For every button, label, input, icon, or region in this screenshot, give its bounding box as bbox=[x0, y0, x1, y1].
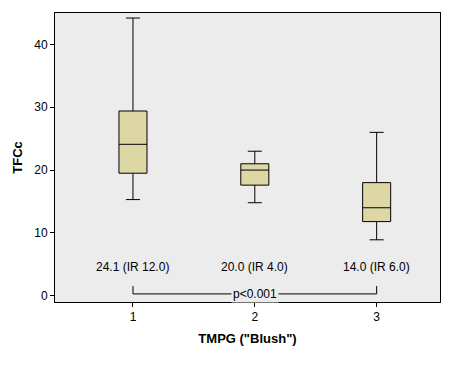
svg-text:2: 2 bbox=[251, 310, 258, 324]
svg-text:TMPG ("Blush"): TMPG ("Blush") bbox=[198, 331, 296, 346]
svg-text:p<0.001: p<0.001 bbox=[233, 287, 277, 301]
svg-text:0: 0 bbox=[41, 289, 48, 303]
svg-text:10: 10 bbox=[34, 226, 48, 240]
svg-text:3: 3 bbox=[373, 310, 380, 324]
svg-text:30: 30 bbox=[34, 100, 48, 114]
svg-text:1: 1 bbox=[130, 310, 137, 324]
svg-text:24.1 (IR 12.0): 24.1 (IR 12.0) bbox=[96, 260, 169, 274]
svg-text:14.0 (IR 6.0): 14.0 (IR 6.0) bbox=[343, 260, 410, 274]
svg-text:20.0 (IR 4.0): 20.0 (IR 4.0) bbox=[221, 260, 288, 274]
svg-text:40: 40 bbox=[34, 38, 48, 52]
svg-text:20: 20 bbox=[34, 163, 48, 177]
svg-text:TFCc: TFCc bbox=[10, 141, 25, 174]
